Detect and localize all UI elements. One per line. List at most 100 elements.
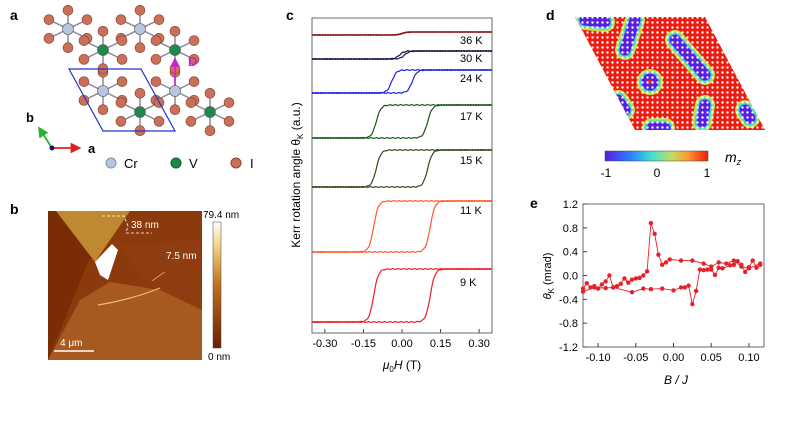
iodine-atom [204, 125, 216, 136]
data-point [607, 273, 612, 278]
hysteresis-branch-down [312, 49, 492, 61]
mz-tick-1: 1 [704, 166, 711, 180]
data-point [712, 272, 718, 278]
legend-i-label: I [250, 156, 254, 171]
iodine-atom [188, 54, 200, 65]
axis-a-label: a [88, 141, 96, 156]
data-point [693, 288, 699, 294]
data-point [599, 282, 605, 287]
x-tick-label: -0.10 [586, 352, 611, 364]
axis-b-arrow [38, 126, 53, 149]
iodine-atom [78, 35, 90, 46]
data-point [614, 284, 620, 289]
iodine-atom [115, 116, 127, 127]
colorbar-max-label: 79.4 nm [203, 210, 239, 221]
iodine-atom [185, 116, 197, 127]
afm-colorbar [212, 221, 222, 349]
data-point [742, 269, 748, 275]
data-point [603, 285, 608, 291]
data-point [709, 267, 714, 272]
data-point [641, 286, 646, 291]
mz-colorbar [604, 150, 709, 162]
data-point [626, 280, 631, 285]
afm-image [48, 211, 202, 360]
iodine-atom [78, 76, 90, 87]
x-tick-label: 0.05 [700, 352, 721, 364]
data-point [618, 281, 623, 287]
plot-e-data [580, 220, 763, 307]
iodine-atom [43, 33, 55, 44]
iodine-atom [169, 25, 181, 37]
hysteresis-branch-down [312, 103, 492, 140]
axis-b-label: b [26, 110, 34, 125]
data-point [644, 269, 650, 274]
data-point [720, 266, 725, 271]
temperature-label: 15 K [460, 155, 483, 167]
hysteresis-branch-down [312, 30, 492, 37]
y-tick-label: -1.2 [559, 342, 578, 354]
data-point [686, 283, 691, 288]
legend-cr-label: Cr [124, 156, 138, 171]
iodine-atom [115, 14, 127, 25]
chromium-atom [97, 85, 109, 97]
iodine-atom [115, 97, 127, 108]
temperature-label: 36 K [460, 35, 483, 47]
dm-vector-label: D [188, 54, 197, 69]
data-point [633, 276, 638, 281]
panel-label-d: d [546, 7, 555, 23]
data-point [701, 261, 706, 266]
iodine-atom [134, 42, 146, 54]
data-point [580, 289, 586, 294]
iodine-atom [150, 54, 162, 65]
data-point [705, 267, 710, 272]
mz-tick-minus1: -1 [601, 166, 612, 180]
iodine-atom [97, 25, 109, 37]
y-tick-label: 0.0 [563, 271, 578, 283]
iodine-atom [116, 76, 128, 87]
y-tick-label: 0.8 [563, 223, 578, 235]
data-point [637, 275, 642, 281]
data-point [724, 261, 729, 266]
data-point [682, 285, 688, 290]
iodine-atom [223, 116, 235, 127]
unit-cell [67, 68, 177, 132]
data-point [610, 285, 616, 290]
iodine-atom [78, 54, 90, 65]
y-tick-label: -0.4 [559, 294, 578, 306]
data-point [663, 260, 669, 265]
iodine-atom [97, 104, 109, 115]
vanadium-atom [134, 106, 146, 118]
y-tick-label: 1.2 [563, 199, 578, 211]
hysteresis-branch-down [312, 148, 492, 189]
step-height-7-5nm: 7.5 nm [166, 251, 197, 262]
data-point [758, 262, 763, 267]
panel-label-c: c [286, 7, 294, 23]
data-point [595, 286, 601, 291]
legend-v-label: V [189, 156, 198, 171]
data-point [739, 262, 744, 267]
data-point [678, 258, 684, 263]
data-point [727, 263, 733, 268]
x-tick-label: 0.15 [430, 338, 451, 350]
y-tick-label: -0.8 [559, 318, 578, 330]
x-tick-label: 0.00 [391, 338, 412, 350]
data-point [716, 260, 721, 265]
x-tick-label: 0.00 [663, 352, 684, 364]
iodine-atom [188, 76, 200, 87]
x-tick-label: -0.05 [623, 352, 648, 364]
plot-c-x-axis-label: μ0H (T) [382, 358, 421, 374]
data-point [622, 276, 627, 281]
data-point [731, 262, 737, 267]
data-point [603, 279, 608, 284]
iodine-atom [185, 97, 197, 108]
data-point [735, 259, 740, 264]
data-point [648, 220, 654, 226]
step-profile-line [102, 215, 152, 234]
scale-bar-label: 4 μm [60, 338, 82, 349]
iodine-atom [134, 5, 146, 16]
data-point [648, 287, 654, 292]
iodine-atom [169, 104, 181, 115]
data-point [690, 301, 695, 307]
x-tick-label: -0.15 [351, 338, 376, 350]
iodine-atom [134, 88, 146, 99]
